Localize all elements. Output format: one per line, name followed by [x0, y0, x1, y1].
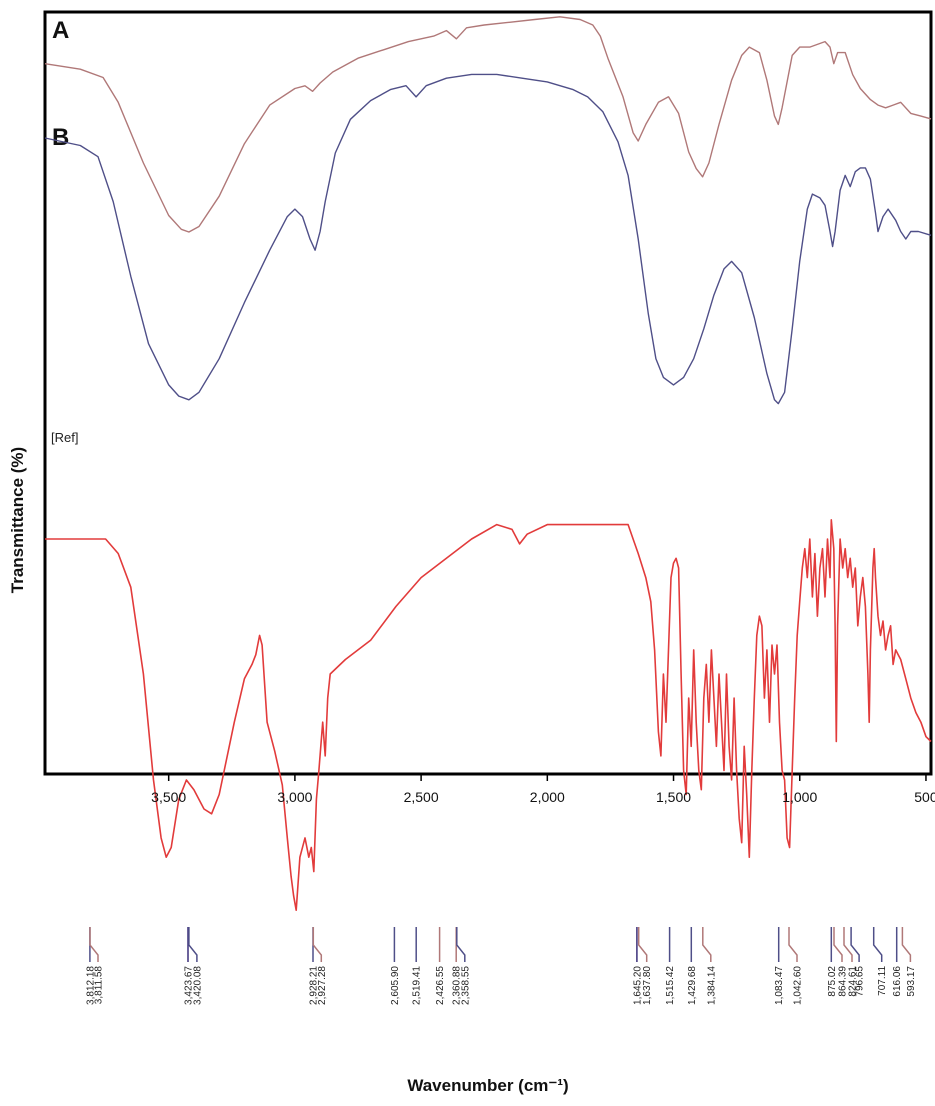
plot-frame [43, 10, 933, 776]
peak-marker: 864.39 [833, 927, 849, 997]
peak-marker-line [843, 927, 853, 962]
peak-marker: 2,426.55 [435, 927, 446, 1005]
panel-label-b: B [52, 124, 69, 151]
peak-marker: 824.61 [843, 927, 859, 997]
spectrum-series-1 [44, 16, 932, 233]
peak-label: 824.61 [848, 966, 859, 997]
peak-marker-line [850, 927, 860, 962]
peak-label: 2,519.41 [412, 966, 423, 1005]
peak-label: 1,645.20 [632, 966, 643, 1005]
y-axis-title: Transmittance (%) [8, 447, 27, 593]
peak-label: 616.06 [892, 966, 903, 997]
peak-marker-line [872, 927, 883, 962]
peak-marker: 3,420.08 [188, 927, 203, 1005]
peak-marker-line [637, 927, 648, 962]
peak-marker: 1,042.60 [788, 927, 804, 1005]
peak-label: 3,420.08 [192, 966, 203, 1005]
peak-marker-line [456, 927, 466, 962]
peak-label: 1,042.60 [793, 966, 804, 1005]
peak-label: 875.02 [827, 966, 838, 997]
x-tick-label: 3,500 [151, 789, 186, 805]
peak-marker: 796.65 [850, 927, 866, 997]
x-tick-label: 1,000 [782, 789, 817, 805]
peak-label: 2,928.21 [309, 966, 320, 1005]
peak-marker-line [312, 927, 323, 962]
peak-marker-line [833, 927, 843, 962]
peak-marker-line [901, 927, 912, 962]
peak-marker: 1,083.47 [774, 927, 785, 1005]
peak-marker: 2,519.41 [412, 927, 423, 1005]
spectrum-series-2 [44, 73, 932, 405]
peak-marker: 1,645.20 [632, 927, 643, 1005]
peak-marker-layer: 3,812.183,811.58 3,423.673,420.08 2,928.21… [85, 927, 917, 1005]
x-axis-title: Wavenumber (cm⁻¹) [407, 1076, 568, 1095]
peak-marker: 593.17 [901, 927, 917, 997]
peak-marker: 3,423.67 [184, 927, 195, 1005]
peak-label: 593.17 [906, 966, 917, 997]
peak-marker: 1,429.68 [687, 927, 698, 1005]
peak-label: 1,083.47 [774, 966, 785, 1005]
peak-label: 2,360.88 [452, 966, 463, 1005]
x-tick-label: 2,000 [530, 789, 565, 805]
peak-label: 1,637.80 [642, 966, 653, 1005]
peak-marker: 707.11 [872, 927, 888, 996]
peak-marker-line [702, 927, 712, 962]
peak-marker-line [89, 927, 99, 962]
peak-marker: 3,811.58 [89, 927, 105, 1005]
x-tick-label: 2,500 [404, 789, 439, 805]
x-tick-label: 500 [914, 789, 935, 805]
x-tick-label: 3,000 [277, 789, 312, 805]
peak-label: 707.11 [877, 966, 888, 996]
peak-label: 1,429.68 [687, 966, 698, 1005]
peak-marker: 2,605.90 [390, 927, 401, 1005]
peak-label: 2,358.55 [460, 966, 471, 1005]
peak-marker: 1,515.42 [665, 927, 676, 1005]
x-tick-label: 1,500 [656, 789, 691, 805]
peak-marker-line [188, 927, 198, 962]
peak-marker: 1,637.80 [637, 927, 653, 1005]
peak-label: 1,515.42 [665, 966, 676, 1005]
peak-marker: 616.06 [892, 927, 903, 997]
peak-marker: 2,927.28 [312, 927, 328, 1005]
peak-marker-line [788, 927, 798, 962]
peak-label: 796.65 [855, 966, 866, 997]
panel-label-a: A [52, 17, 69, 44]
peak-label: 3,812.18 [85, 966, 96, 1005]
peak-label: 3,423.67 [184, 966, 195, 1005]
peak-marker: 1,384.14 [702, 927, 717, 1005]
peak-label: 864.39 [838, 966, 849, 997]
spectrum-series-3 [45, 519, 932, 911]
peak-label: 2,426.55 [435, 966, 446, 1005]
peak-label: 1,384.14 [706, 966, 717, 1005]
ref-label: [Ref] [51, 430, 78, 445]
peak-label: 3,811.58 [94, 966, 105, 1005]
x-axis-ticks: 3,500 3,000 2,500 2,000 1,500 1,000 500 [151, 774, 935, 805]
peak-label: 2,605.90 [390, 966, 401, 1005]
peak-label: 2,927.28 [317, 966, 328, 1005]
series-layer [44, 16, 932, 911]
peak-marker: 875.02 [827, 927, 838, 997]
peak-marker: 2,358.55 [456, 927, 471, 1005]
